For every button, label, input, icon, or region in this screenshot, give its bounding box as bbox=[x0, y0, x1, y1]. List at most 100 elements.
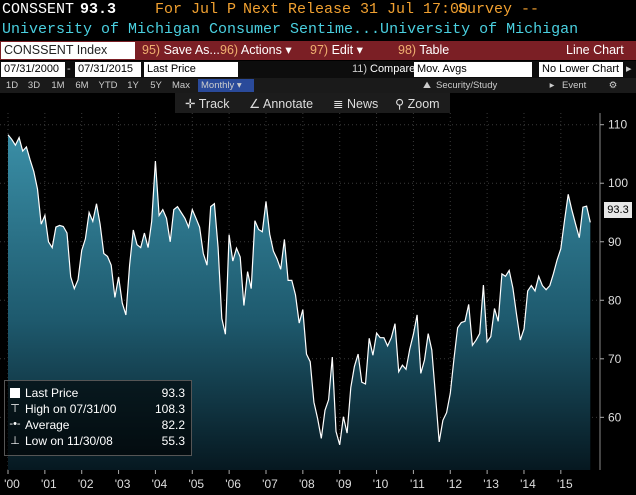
scroll-arrow-icon[interactable]: ▸ bbox=[626, 63, 632, 75]
dropdown-icon: ▾ bbox=[356, 43, 363, 57]
ticker: CONSSENT bbox=[2, 1, 75, 18]
x-tick-label: '13 bbox=[483, 477, 499, 491]
news-tool[interactable]: ≣ News bbox=[333, 96, 378, 111]
legend-label: High on 07/31/00 bbox=[25, 402, 117, 416]
event-button[interactable]: Event bbox=[562, 80, 587, 91]
x-axis-ticks: '00 '01 '02 '03 '04 '05 '06 '07 '08 '09 '10 '11 '12 '… bbox=[4, 470, 573, 491]
save-as-button[interactable]: 95) Save As... bbox=[142, 42, 220, 59]
command-bar: CONSSENT Index 95) Save As... 96) Action… bbox=[0, 41, 636, 60]
event-icon[interactable]: ▸ bbox=[549, 80, 555, 91]
legend-value: 82.2 bbox=[161, 418, 185, 432]
x-tick-label: '04 bbox=[152, 477, 168, 491]
zoom-label: Zoom bbox=[407, 97, 440, 111]
chart-type[interactable]: Line Chart bbox=[566, 43, 624, 57]
legend-value: 93.3 bbox=[161, 386, 185, 400]
save-as-label: Save As... bbox=[163, 43, 220, 57]
field-selector[interactable]: Last Price bbox=[144, 62, 238, 77]
legend: Last Price 93.3 ⊤ High on 07/31/00 108.3… bbox=[4, 380, 192, 456]
period-1d[interactable]: 1D bbox=[5, 80, 19, 91]
x-tick-label: '15 bbox=[557, 477, 573, 491]
lower-chart-field[interactable]: No Lower Chart bbox=[539, 62, 623, 77]
last-price-square-icon bbox=[9, 386, 21, 401]
last-value: 93.3 bbox=[80, 1, 117, 18]
y-tick-label: 60 bbox=[608, 410, 622, 424]
x-tick-label: '06 bbox=[225, 477, 241, 491]
legend-low: ⊥ Low on 11/30/08 55.3 bbox=[9, 434, 185, 450]
x-tick-label: '07 bbox=[262, 477, 278, 491]
legend-average: -•- Average 82.2 bbox=[9, 418, 185, 434]
compare-num: 11) bbox=[352, 63, 368, 75]
track-label: Track bbox=[198, 97, 230, 111]
low-marker-icon: ⊥ bbox=[10, 435, 20, 447]
x-tick-label: '03 bbox=[115, 477, 131, 491]
date-separator: - bbox=[67, 63, 71, 75]
period-ytd[interactable]: YTD bbox=[98, 80, 118, 91]
x-tick-label: '08 bbox=[299, 477, 315, 491]
x-tick-label: '10 bbox=[373, 477, 389, 491]
zoom-tool[interactable]: ⚲ Zoom bbox=[395, 96, 440, 111]
x-tick-label: '11 bbox=[410, 477, 425, 491]
period-3d[interactable]: 3D bbox=[27, 80, 41, 91]
table-button[interactable]: 98) Table bbox=[398, 42, 449, 59]
table-label: Table bbox=[419, 43, 450, 57]
annotate-tool[interactable]: ∠ Annotate bbox=[249, 96, 313, 111]
dropdown-icon: ▾ bbox=[236, 80, 242, 91]
description-row: University of Michigan Consumer Sentime.… bbox=[0, 20, 636, 40]
description: University of Michigan Consumer Sentime.… bbox=[2, 21, 579, 38]
high-marker-icon: ⊤ bbox=[10, 403, 20, 415]
edit-num: 97) bbox=[310, 43, 329, 57]
news-label: News bbox=[346, 97, 379, 111]
security-study-icon[interactable]: ⛰ bbox=[423, 80, 431, 91]
table-num: 98) bbox=[398, 43, 417, 57]
index-field[interactable]: CONSSENT Index bbox=[1, 42, 135, 59]
actions-label: Actions bbox=[240, 43, 282, 57]
y-tick-label: 100 bbox=[608, 176, 628, 190]
range-bar: 07/31/2000 - 07/31/2015 Last Price 11) C… bbox=[0, 61, 636, 78]
y-tick-label: 110 bbox=[608, 118, 627, 132]
y-tick-label: 70 bbox=[608, 352, 622, 366]
start-date-field[interactable]: 07/31/2000 bbox=[1, 62, 65, 77]
frequency-dropdown[interactable]: Monthly ▾ bbox=[198, 79, 254, 92]
period-bar: 1D 3D 1M 6M YTD 1Y 5Y Max Monthly ▾ ⛰ Se… bbox=[0, 78, 636, 93]
period-max[interactable]: Max bbox=[172, 80, 190, 91]
y-axis-ticks: 110 100 90 80 70 60 bbox=[600, 118, 628, 424]
chart-toolbar: ✛ Track ∠ Annotate ≣ News ⚲ Zoom bbox=[175, 93, 450, 113]
security-header: CONSSENT 93.3 For Jul P Next Release 31 … bbox=[0, 0, 636, 20]
annotate-label: Annotate bbox=[263, 97, 314, 111]
period-6m[interactable]: 6M bbox=[75, 80, 89, 91]
actions-num: 96) bbox=[220, 43, 239, 57]
x-tick-label: '14 bbox=[520, 477, 536, 491]
mov-avgs-field[interactable]: Mov. Avgs bbox=[414, 62, 532, 77]
last-price-badge: 93.3 bbox=[604, 202, 632, 218]
frequency-label: Monthly bbox=[201, 80, 235, 91]
period-5y[interactable]: 5Y bbox=[150, 80, 162, 91]
x-tick-label: '09 bbox=[336, 477, 352, 491]
next-release: Next Release 31 Jul 17:00 bbox=[243, 1, 469, 18]
legend-last-price: Last Price 93.3 bbox=[9, 386, 185, 402]
dropdown-icon: ▾ bbox=[285, 43, 292, 57]
period: For Jul P bbox=[155, 1, 237, 18]
y-tick-label: 80 bbox=[608, 293, 622, 307]
security-study-button[interactable]: Security/Study bbox=[436, 80, 498, 91]
x-tick-label: '00 bbox=[4, 477, 20, 491]
track-tool[interactable]: ✛ Track bbox=[185, 96, 230, 111]
period-1y[interactable]: 1Y bbox=[127, 80, 139, 91]
end-date-field[interactable]: 07/31/2015 bbox=[75, 62, 141, 77]
legend-label: Low on 11/30/08 bbox=[25, 434, 113, 448]
x-tick-label: '12 bbox=[446, 477, 462, 491]
edit-button[interactable]: 97) Edit ▾ bbox=[310, 42, 363, 59]
magnifier-icon: ⚲ bbox=[395, 97, 405, 111]
survey: Survey -- bbox=[458, 1, 540, 18]
legend-value: 108.3 bbox=[154, 402, 185, 416]
x-tick-label: '02 bbox=[78, 477, 94, 491]
y-tick-label: 90 bbox=[608, 235, 622, 249]
gear-icon[interactable]: ⚙ bbox=[608, 80, 618, 91]
news-icon: ≣ bbox=[333, 97, 344, 111]
actions-button[interactable]: 96) Actions ▾ bbox=[220, 42, 292, 59]
period-1m[interactable]: 1M bbox=[51, 80, 65, 91]
x-tick-label: '05 bbox=[188, 477, 204, 491]
compare-button[interactable]: Compare bbox=[370, 63, 416, 75]
legend-value: 55.3 bbox=[161, 434, 185, 448]
save-as-num: 95) bbox=[142, 43, 161, 57]
edit-label: Edit bbox=[331, 43, 354, 57]
